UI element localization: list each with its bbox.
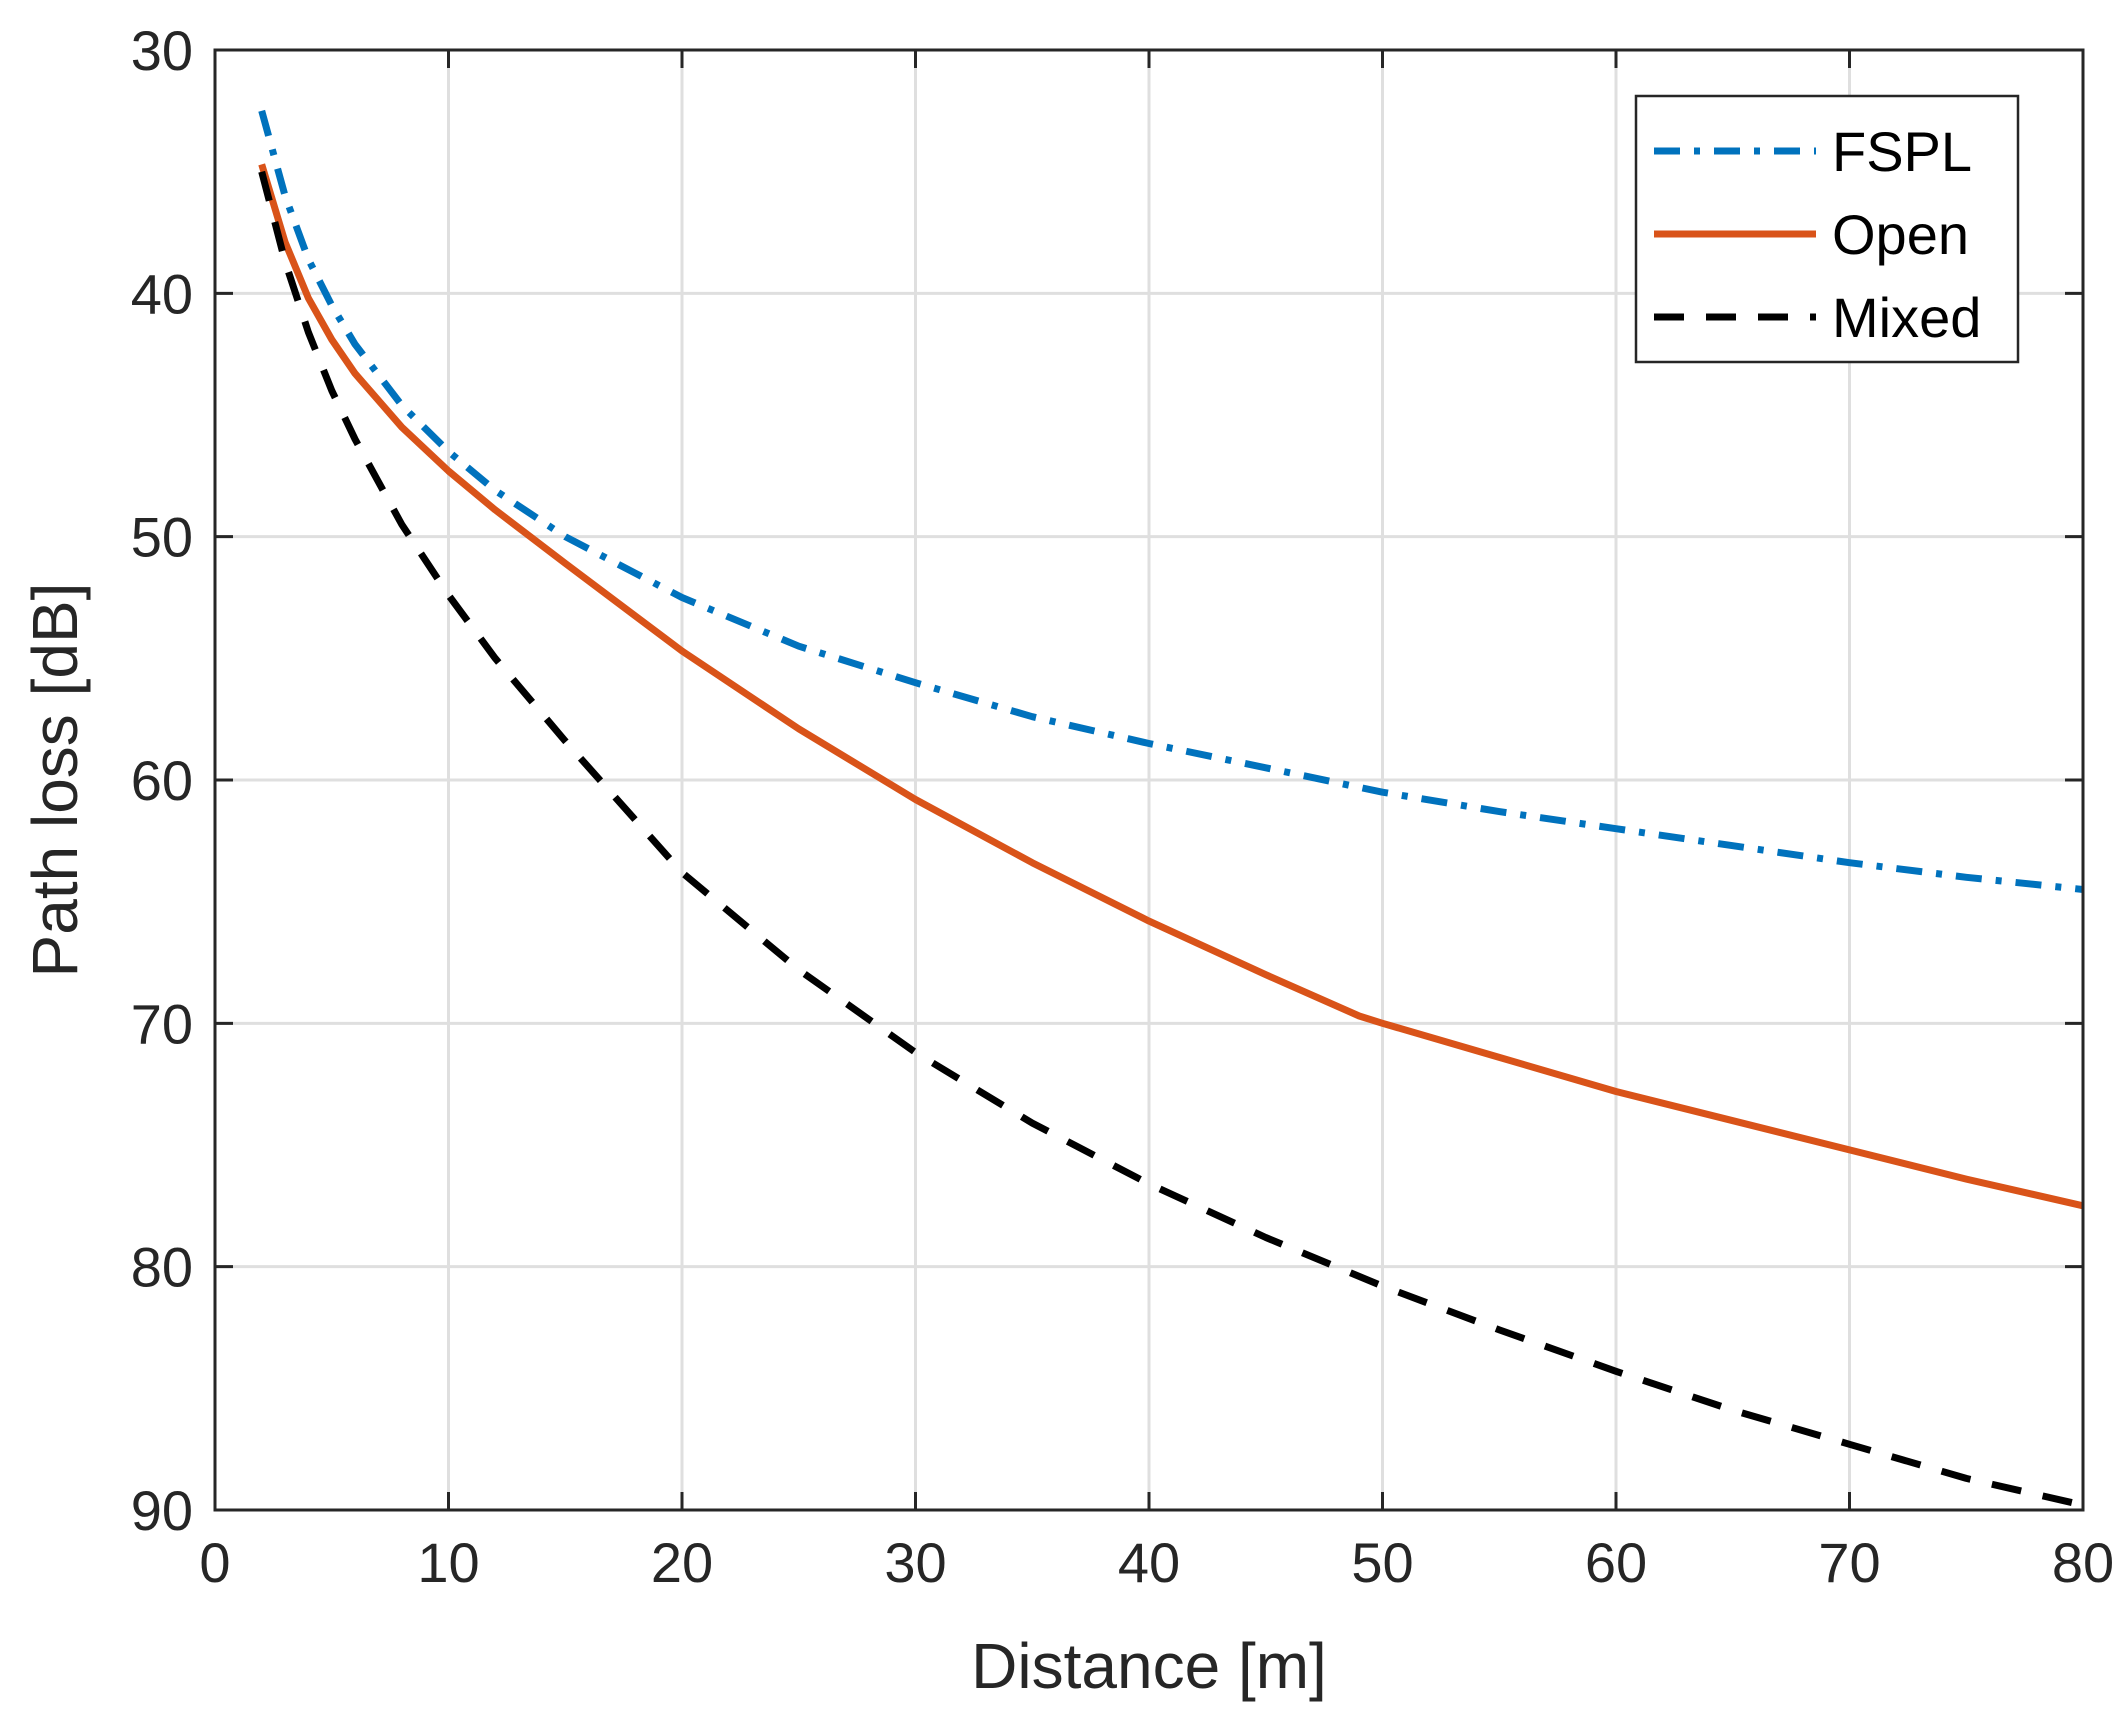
legend-label-mixed: Mixed — [1832, 286, 1981, 349]
x-tick-label: 70 — [1818, 1531, 1880, 1594]
y-tick-label: 90 — [131, 1479, 193, 1542]
legend: FSPL Open Mixed — [1634, 94, 2020, 364]
y-tick-labels: 30 40 50 60 70 80 90 — [131, 19, 193, 1542]
ticks — [213, 48, 2085, 1512]
y-tick-label: 40 — [131, 262, 193, 325]
series-line-mixed — [258, 170, 2084, 1509]
x-tick-label: 40 — [1118, 1531, 1180, 1594]
x-tick-label: 50 — [1351, 1531, 1413, 1594]
y-axis-label: Path loss [dB] — [19, 583, 91, 978]
y-tick-label: 70 — [131, 992, 193, 1055]
series-layer — [258, 109, 2084, 1509]
legend-box — [1634, 94, 2020, 364]
y-tick-label: 50 — [131, 506, 193, 569]
series-line-open — [258, 163, 2084, 1210]
x-tick-label: 0 — [199, 1531, 230, 1594]
x-tick-label: 80 — [2052, 1531, 2114, 1594]
x-tick-label: 10 — [417, 1531, 479, 1594]
y-tick-label: 30 — [131, 19, 193, 82]
x-axis-label: Distance [m] — [971, 1630, 1327, 1702]
legend-label-fspl: FSPL — [1832, 120, 1972, 183]
x-tick-label: 60 — [1585, 1531, 1647, 1594]
series-line-fspl — [258, 109, 2084, 893]
x-tick-label: 20 — [651, 1531, 713, 1594]
y-tick-label: 80 — [131, 1236, 193, 1299]
y-tick-label: 60 — [131, 749, 193, 812]
x-tick-label: 30 — [884, 1531, 946, 1594]
x-tick-labels: 0 10 20 30 40 50 60 70 80 — [199, 1531, 2114, 1594]
legend-label-open: Open — [1832, 203, 1969, 266]
